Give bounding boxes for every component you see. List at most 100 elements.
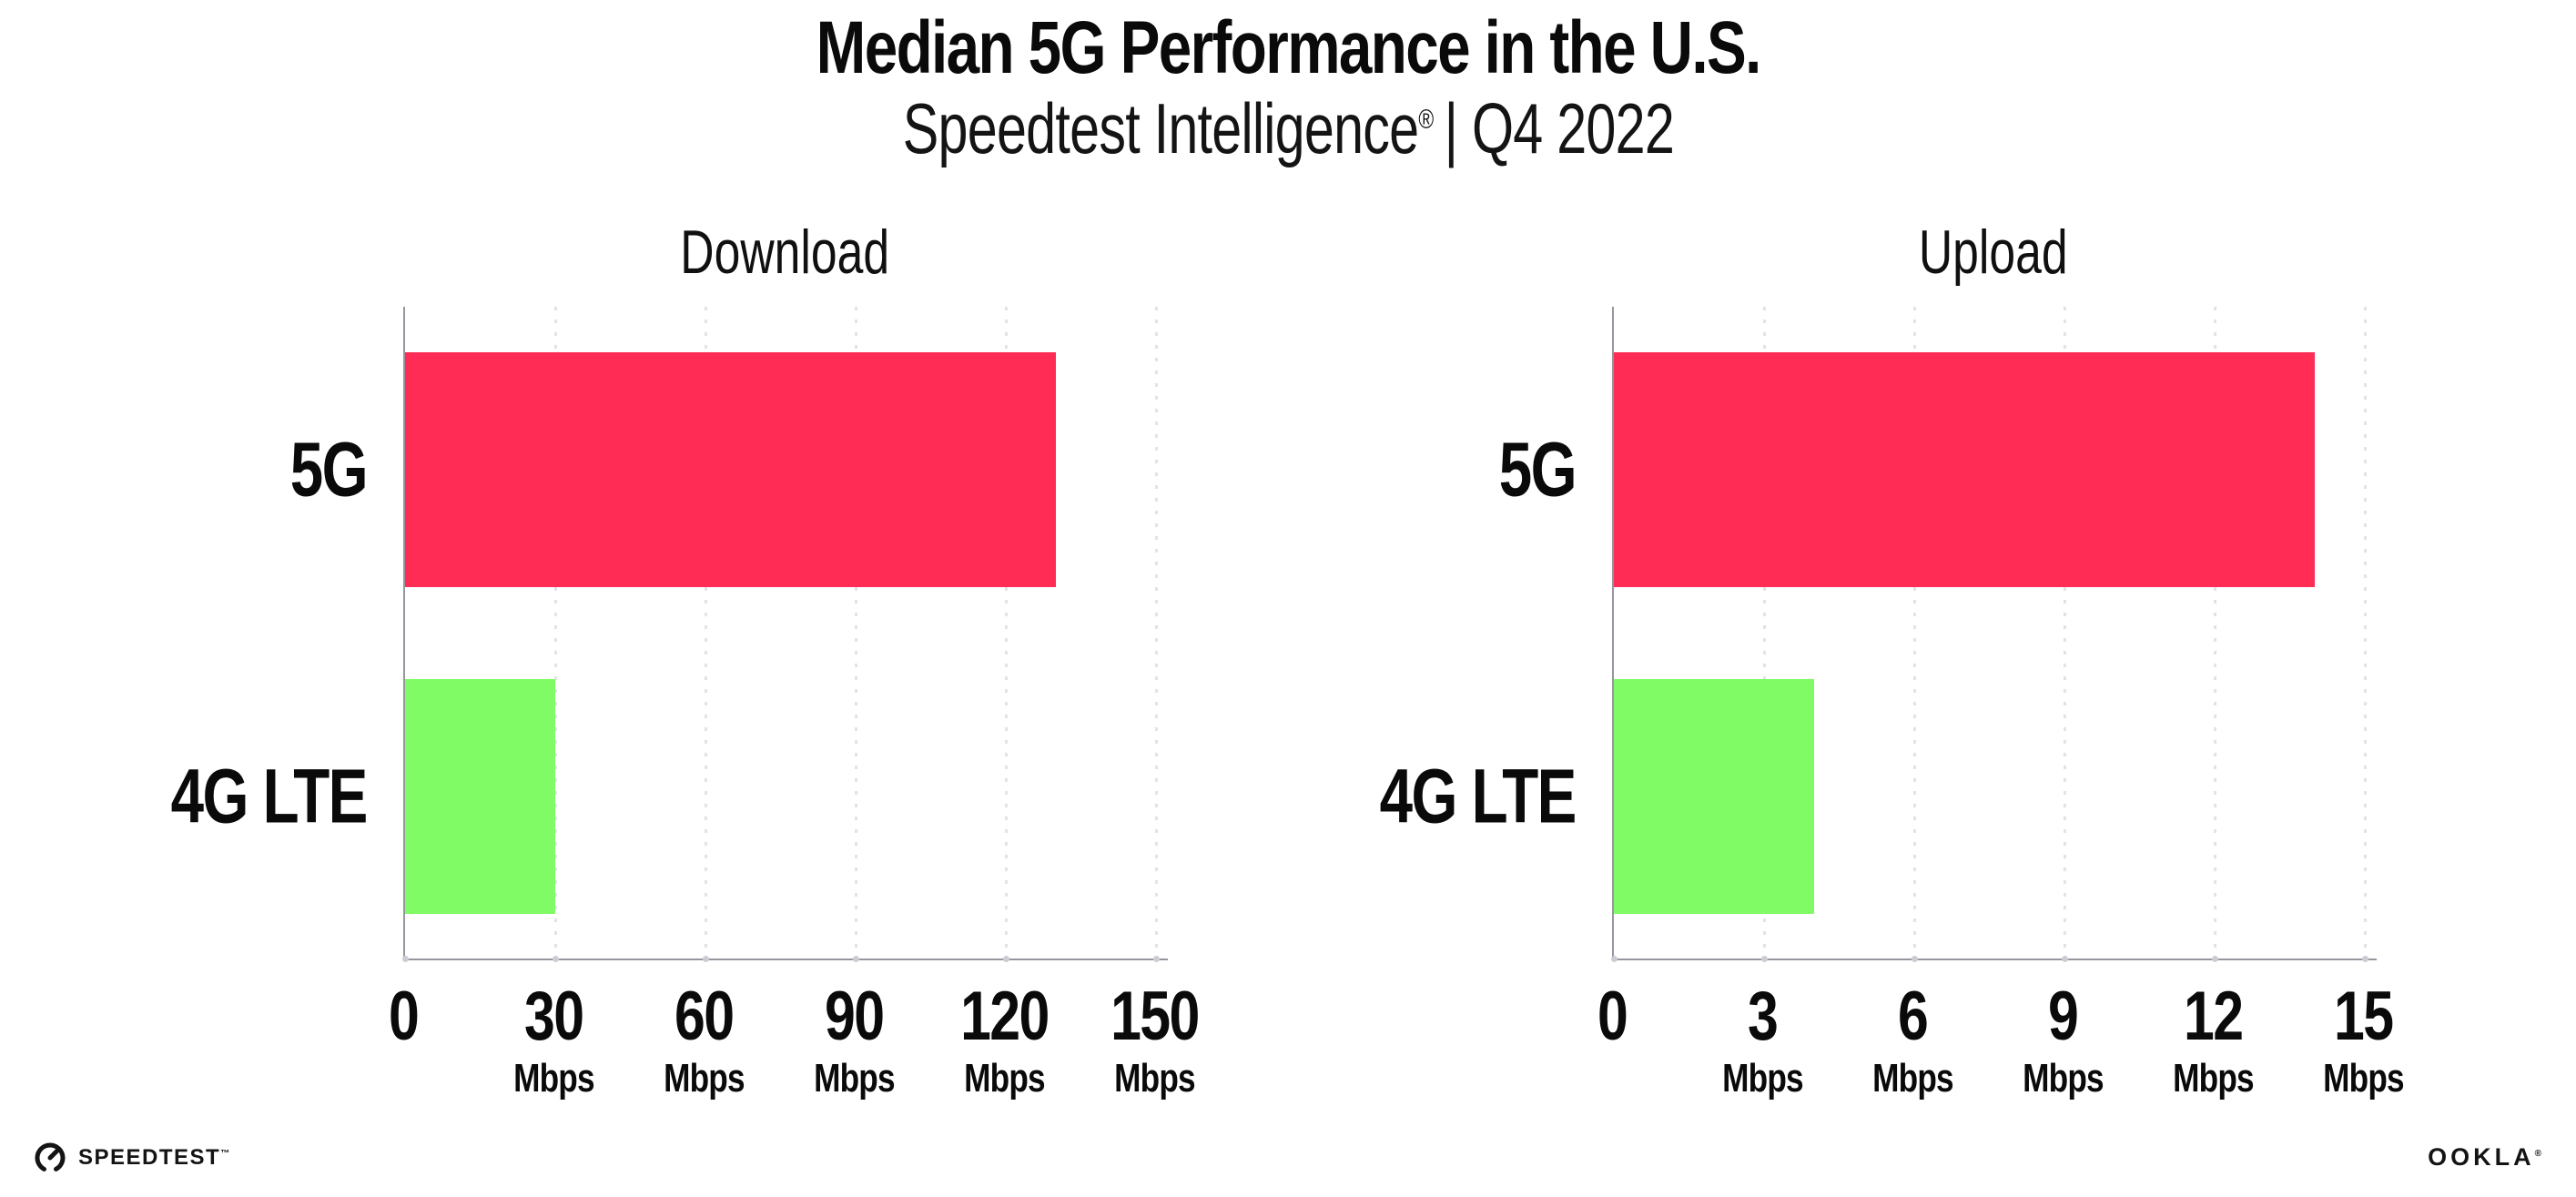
x-tick-60-download: 60 Mbps: [594, 982, 813, 1099]
category-label-text: 5G: [1498, 426, 1577, 512]
bar-4g-lte-download: [405, 679, 555, 914]
gridline-150: [1154, 307, 1158, 959]
axis-tick-dot-15: [2361, 956, 2368, 962]
gridline-30: [553, 307, 557, 959]
tick-unit: Mbps: [1803, 1059, 2022, 1099]
panel-title-upload: Upload: [1612, 217, 2375, 288]
gridline-120: [1004, 307, 1008, 959]
axis-tick-dot-0: [1610, 956, 1618, 962]
gridline-60: [704, 307, 707, 959]
tick-unit-text: Mbps: [1871, 1056, 1954, 1101]
category-label-text: 4G LTE: [170, 753, 369, 839]
category-label-4g-lte: 4G LTE: [1102, 753, 1577, 841]
axis-tick-dot-90: [852, 956, 859, 962]
tick-number-text: 30: [523, 978, 584, 1055]
tick-number-text: 6: [1897, 978, 1929, 1055]
page-title-text: Median 5G Performance in the U.S.: [816, 6, 1761, 89]
axis-tick-dot-60: [702, 956, 709, 962]
axis-tick-dot-12: [2211, 956, 2218, 962]
axis-tick-dot-6: [1911, 956, 1918, 962]
axis-tick-dot-30: [552, 956, 559, 962]
x-tick-0-upload: 0: [1503, 982, 1721, 1051]
tick-number: 30: [444, 982, 663, 1051]
tick-unit: Mbps: [1953, 1059, 2172, 1099]
tick-unit-text: Mbps: [663, 1056, 745, 1101]
tick-number-text: 9: [2047, 978, 2079, 1055]
speedtest-logo: SPEEDTEST™: [33, 1141, 231, 1175]
gridline-90: [854, 307, 857, 959]
tick-number-text: 15: [2333, 978, 2394, 1055]
tick-number: 0: [294, 982, 512, 1051]
plot-area-download: [401, 307, 1168, 962]
chart-subtitle-text: Speedtest Intelligence® | Q4 2022: [902, 87, 1674, 170]
tick-number: 150: [1045, 982, 1263, 1051]
bar-5g-upload: [1614, 352, 2315, 587]
tick-unit-text: Mbps: [813, 1056, 896, 1101]
axis-tick-dot-9: [2061, 956, 2068, 962]
tick-number: 3: [1653, 982, 1871, 1051]
category-label-text: 4G LTE: [1379, 753, 1577, 839]
gridline-15: [2363, 307, 2367, 959]
ookla-registered-icon: ®: [2534, 1149, 2541, 1159]
category-label-5g: 5G: [0, 426, 369, 514]
tick-number-text: 120: [959, 978, 1050, 1055]
page-title: Median 5G Performance in the U.S.: [0, 5, 2576, 91]
tick-number-text: 150: [1110, 978, 1200, 1055]
axis-tick-dot-0: [401, 956, 409, 962]
tick-unit: Mbps: [2104, 1059, 2322, 1099]
x-tick-9-upload: 9 Mbps: [1953, 982, 2172, 1099]
gridline-3: [1762, 307, 1766, 959]
tick-unit-text: Mbps: [1721, 1056, 1804, 1101]
tick-unit: Mbps: [1653, 1059, 1871, 1099]
x-tick-12-upload: 12 Mbps: [2104, 982, 2322, 1099]
x-tick-15-upload: 15 Mbps: [2254, 982, 2472, 1099]
category-label-4g-lte: 4G LTE: [0, 753, 369, 841]
tick-unit: Mbps: [1045, 1059, 1263, 1099]
axis-tick-dot-120: [1002, 956, 1009, 962]
tick-unit-text: Mbps: [963, 1056, 1046, 1101]
x-tick-0-download: 0: [294, 982, 512, 1051]
tick-unit: Mbps: [895, 1059, 1113, 1099]
x-tick-6-upload: 6 Mbps: [1803, 982, 2022, 1099]
bar-4g-lte-upload: [1614, 679, 1814, 914]
tick-number: 12: [2104, 982, 2322, 1051]
subtitle-period: | Q4 2022: [1444, 88, 1674, 168]
tick-number: 60: [594, 982, 813, 1051]
axis-tick-dot-150: [1152, 956, 1160, 962]
x-tick-30-download: 30 Mbps: [444, 982, 663, 1099]
panel-title-text: Download: [680, 218, 889, 287]
axis-tick-dot-3: [1760, 956, 1768, 962]
x-tick-90-download: 90 Mbps: [745, 982, 963, 1099]
speedtest-wordmark: SPEEDTEST™: [78, 1145, 231, 1171]
category-label-5g: 5G: [1102, 426, 1577, 514]
tick-number: 15: [2254, 982, 2472, 1051]
tick-number-text: 3: [1747, 978, 1779, 1055]
tick-unit: Mbps: [594, 1059, 813, 1099]
bar-5g-download: [405, 352, 1056, 587]
trademark-icon: ™: [220, 1149, 231, 1159]
x-tick-3-upload: 3 Mbps: [1653, 982, 1871, 1099]
tick-unit-text: Mbps: [2022, 1056, 2104, 1101]
gridline-12: [2213, 307, 2216, 959]
tick-unit: Mbps: [2254, 1059, 2472, 1099]
tick-number: 9: [1953, 982, 2172, 1051]
plot-area-upload: [1610, 307, 2377, 962]
tick-number: 90: [745, 982, 963, 1051]
tick-number: 120: [895, 982, 1113, 1051]
tick-number-text: 60: [674, 978, 735, 1055]
x-tick-150-download: 150 Mbps: [1045, 982, 1263, 1099]
tick-unit-text: Mbps: [512, 1056, 595, 1101]
ookla-wordmark: OOKLA: [2428, 1143, 2535, 1171]
chart-subtitle: Speedtest Intelligence® | Q4 2022: [0, 87, 2576, 170]
tick-unit: Mbps: [444, 1059, 663, 1099]
tick-number-text: 0: [388, 978, 420, 1055]
tick-unit-text: Mbps: [2322, 1056, 2405, 1101]
gridline-9: [2063, 307, 2066, 959]
tick-unit: Mbps: [745, 1059, 963, 1099]
gridline-6: [1912, 307, 1916, 959]
tick-number: 0: [1503, 982, 1721, 1051]
tick-number-text: 90: [824, 978, 885, 1055]
tick-number-text: 0: [1597, 978, 1628, 1055]
x-tick-120-download: 120 Mbps: [895, 982, 1113, 1099]
